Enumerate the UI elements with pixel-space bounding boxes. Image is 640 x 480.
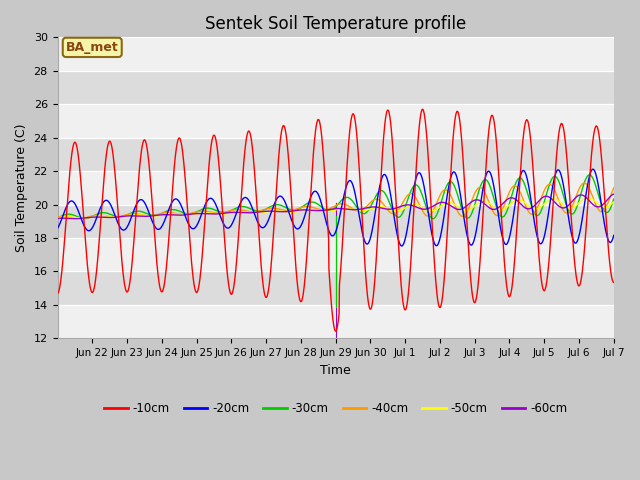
Bar: [58, 37, 614, 71]
Bar: [58, 238, 614, 272]
Legend: -10cm, -20cm, -30cm, -40cm, -50cm, -60cm: -10cm, -20cm, -30cm, -40cm, -50cm, -60cm: [99, 397, 572, 420]
Y-axis label: Soil Temperature (C): Soil Temperature (C): [15, 124, 28, 252]
Text: BA_met: BA_met: [66, 41, 118, 54]
X-axis label: Time: Time: [320, 364, 351, 377]
Bar: [58, 71, 614, 104]
Bar: [58, 171, 614, 204]
Bar: [58, 305, 614, 338]
Title: Sentek Soil Temperature profile: Sentek Soil Temperature profile: [205, 15, 467, 33]
Bar: [58, 138, 614, 171]
Bar: [58, 104, 614, 138]
Bar: [58, 272, 614, 305]
Bar: [58, 204, 614, 238]
